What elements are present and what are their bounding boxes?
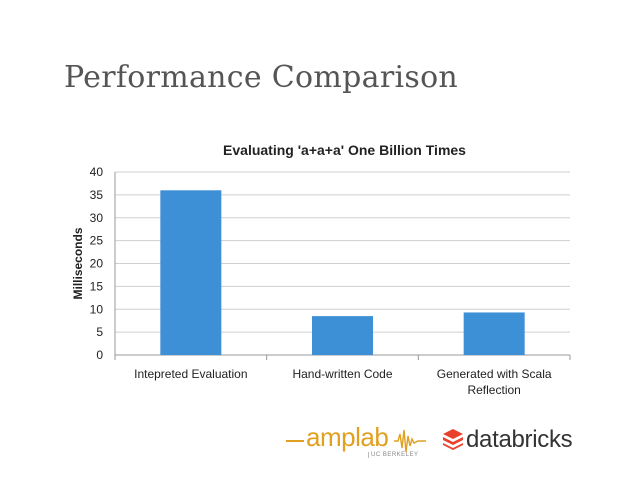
y-tick-label: 0	[96, 348, 103, 362]
y-tick-label: 5	[96, 325, 103, 339]
databricks-stack-icon	[443, 429, 463, 450]
chart-title: Evaluating 'a+a+a' One Billion Times	[223, 142, 466, 158]
x-tick-label: Generated with Scala	[437, 367, 552, 381]
x-tick-label: Reflection	[467, 383, 520, 397]
y-tick-label: 10	[90, 302, 104, 316]
amplab-dash	[286, 440, 304, 442]
slide-title: Performance Comparison	[64, 60, 459, 95]
waveform-icon	[394, 429, 426, 453]
y-tick-label: 15	[90, 279, 104, 293]
y-tick-label: 35	[90, 188, 104, 202]
x-tick-label: Intepreted Evaluation	[134, 367, 247, 381]
y-tick-label: 40	[90, 165, 104, 179]
y-tick-label: 25	[90, 234, 104, 248]
logo-strip: amplab UC BERKELEY databricks	[286, 422, 586, 462]
amplab-logo: amplab UC BERKELEY	[286, 422, 426, 462]
y-tick-label: 30	[90, 211, 104, 225]
amplab-subtitle: UC BERKELEY	[368, 452, 419, 458]
databricks-wordmark: databricks	[466, 426, 573, 453]
y-axis-label: Milliseconds	[71, 227, 85, 299]
bar-2	[312, 316, 373, 355]
y-tick-label: 20	[90, 257, 104, 271]
x-tick-label: Hand-written Code	[292, 367, 392, 381]
amplab-wordmark: amplab	[306, 422, 389, 452]
bar-3	[463, 312, 525, 355]
bar-1	[160, 190, 222, 355]
databricks-logo: databricks	[442, 424, 592, 460]
bar-chart: Evaluating 'a+a+a' One Billion Times 0 5 10…	[71, 142, 571, 397]
